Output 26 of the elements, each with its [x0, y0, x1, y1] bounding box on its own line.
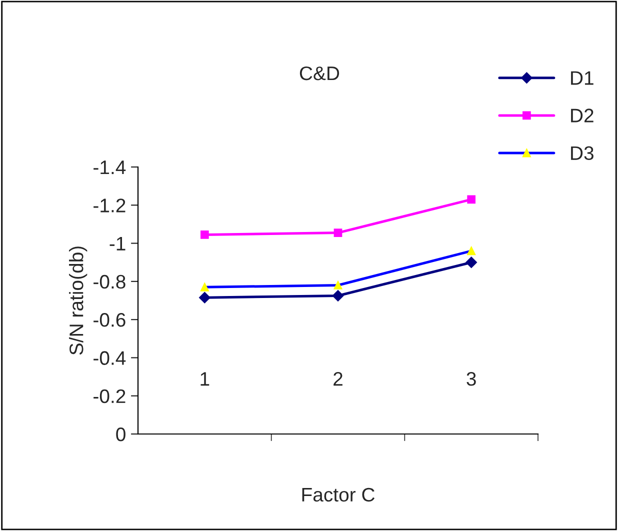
x-axis-title: Factor C — [302, 488, 375, 502]
point — [200, 282, 209, 292]
x-tick-label: 3 — [466, 372, 476, 386]
point — [467, 195, 476, 204]
point — [467, 246, 476, 256]
legend-label: D1 — [571, 71, 594, 85]
y-tick-label: -0.8 — [94, 274, 126, 289]
y-axis-title: S/N ratio(db) — [69, 246, 88, 355]
point — [334, 228, 342, 237]
y-tick-label: 0 — [116, 427, 126, 442]
point — [199, 292, 210, 304]
y-tick-label: -1.4 — [94, 160, 126, 174]
point — [200, 230, 209, 239]
legend-label: D2 — [571, 108, 594, 122]
chart-title: C&D — [300, 66, 340, 80]
point — [332, 290, 344, 302]
x-tick-label: 1 — [200, 372, 210, 386]
y-tick-label: -0.4 — [94, 351, 126, 365]
point — [466, 256, 477, 268]
y-tick-label: -1.2 — [94, 198, 126, 212]
point — [334, 281, 342, 290]
x-tick-label: 2 — [334, 372, 342, 386]
y-tick-label: -1 — [110, 236, 126, 250]
y-tick-label: -0.2 — [94, 389, 126, 404]
legend-label: D3 — [571, 146, 594, 160]
y-tick-label: -0.6 — [94, 313, 126, 327]
